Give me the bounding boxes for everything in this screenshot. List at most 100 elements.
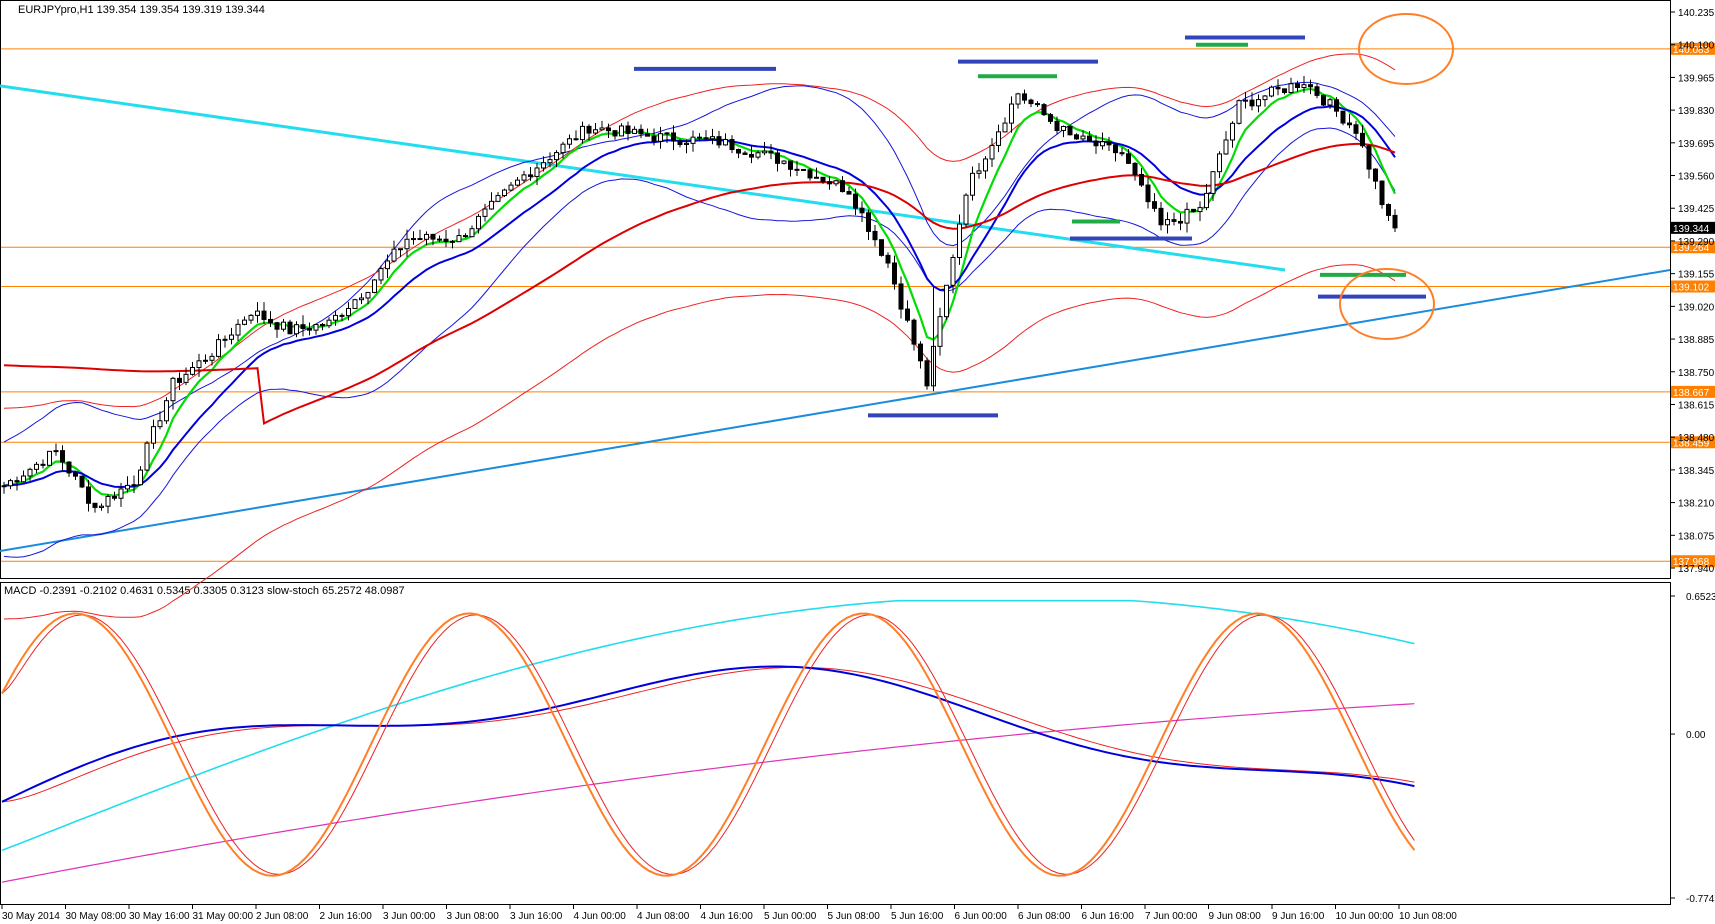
candle-body — [599, 127, 605, 131]
blue-trendline — [0, 269, 1671, 553]
candle-body — [723, 139, 728, 146]
candle-body — [736, 149, 741, 154]
candle-body — [755, 152, 761, 158]
candle-body — [307, 328, 312, 331]
candle-body — [346, 307, 351, 317]
candle-body — [1288, 83, 1294, 94]
candle-body — [1236, 100, 1242, 124]
candle-body — [378, 268, 384, 281]
candle-body — [684, 142, 689, 145]
stoch-main-line — [1, 612, 1416, 877]
candle-body — [398, 248, 403, 251]
candle-body — [521, 174, 527, 181]
indicator-panel — [0, 582, 1671, 905]
candle-body — [586, 125, 592, 134]
candle-body — [1100, 141, 1105, 147]
candle-body — [437, 238, 442, 241]
candle-body — [372, 279, 377, 293]
candle-body — [73, 472, 78, 477]
candle-body — [963, 194, 969, 225]
candle-body — [1347, 122, 1352, 126]
level-price-label: 138.667 — [1673, 388, 1710, 399]
y-tick-label: 138.885 — [1678, 335, 1715, 346]
x-tick-label: 7 Jun 00:00 — [1145, 911, 1198, 922]
highlight-circle — [1339, 268, 1435, 340]
candle-body — [801, 168, 806, 171]
x-tick-label: 9 Jun 08:00 — [1209, 911, 1262, 922]
y-tick-label: 138.480 — [1678, 433, 1715, 444]
chart-title: EURJPYpro,H1 139.354 139.354 139.319 139… — [18, 4, 265, 16]
candle-body — [105, 495, 111, 507]
candle-body — [170, 377, 176, 402]
candle-body — [866, 212, 871, 232]
candle-body — [996, 131, 1001, 146]
candle-body — [1321, 94, 1326, 106]
highlight-circle — [1358, 13, 1454, 85]
price-panel — [0, 0, 1671, 579]
y-tick-label: 139.560 — [1678, 172, 1715, 183]
candle-body — [1041, 104, 1047, 116]
candle-body — [528, 174, 533, 177]
candle-body — [27, 468, 33, 477]
level-price-label: 139.102 — [1673, 282, 1710, 293]
x-tick-label: 4 Jun 00:00 — [574, 911, 627, 922]
candle-body — [469, 228, 475, 238]
macd-signal-line — [1, 666, 1415, 803]
candle-body — [1282, 88, 1287, 94]
candle-body — [86, 486, 91, 504]
candle-body — [768, 150, 774, 154]
candle-body — [196, 360, 202, 369]
candle-body — [651, 135, 657, 142]
candle-body — [1126, 153, 1131, 164]
candle-body — [14, 480, 20, 483]
x-tick-label: 5 Jun 08:00 — [828, 911, 881, 922]
level-price-label: 137.968 — [1673, 557, 1710, 568]
candle-body — [1061, 125, 1066, 131]
candle-body — [781, 160, 787, 164]
ema-slow-line — [3, 142, 1396, 425]
candle-body — [690, 136, 696, 144]
level-price-tag — [1671, 42, 1715, 55]
candle-body — [255, 310, 260, 316]
ind-y-tick-label: -0.7747 — [1686, 894, 1715, 905]
candle-body — [411, 238, 416, 241]
candle-body — [638, 128, 644, 135]
candle-body — [79, 475, 85, 488]
level-price-label: 138.459 — [1673, 438, 1710, 449]
candle-body — [1113, 144, 1118, 154]
cyan-line — [1, 599, 1415, 852]
candle-body — [1366, 145, 1372, 170]
candle-body — [1360, 132, 1365, 147]
candle-body — [1152, 201, 1157, 209]
candle-body — [60, 450, 65, 463]
candle-body — [417, 238, 423, 241]
candle-body — [502, 189, 507, 197]
candle-body — [1067, 125, 1073, 136]
y-tick-label: 139.290 — [1678, 237, 1715, 248]
candle-body — [190, 367, 195, 375]
envelope-lower — [3, 264, 1396, 620]
candle-body — [833, 180, 839, 185]
level-price-tag — [1671, 436, 1715, 449]
candle-body — [1275, 86, 1281, 90]
candle-body — [794, 168, 800, 171]
stoch-signal-line — [1, 614, 1415, 875]
x-tick-label: 30 May 08:00 — [66, 911, 127, 922]
candle-body — [814, 176, 819, 179]
y-tick-label: 138.615 — [1678, 400, 1715, 411]
x-tick-label: 31 May 00:00 — [193, 911, 254, 922]
y-tick-label: 139.695 — [1678, 139, 1715, 150]
candle-body — [853, 193, 858, 209]
candle-body — [99, 505, 104, 508]
x-tick-label: 2 Jun 08:00 — [256, 911, 309, 922]
y-tick-label: 138.750 — [1678, 368, 1715, 379]
candle-body — [352, 299, 358, 309]
candle-body — [404, 238, 410, 250]
candle-body — [1249, 99, 1255, 107]
candle-body — [209, 355, 215, 361]
candle-body — [580, 125, 585, 141]
candle-body — [1015, 93, 1021, 105]
y-tick-label: 138.210 — [1678, 499, 1715, 510]
candle-body — [859, 207, 865, 214]
candle-body — [1392, 214, 1398, 229]
